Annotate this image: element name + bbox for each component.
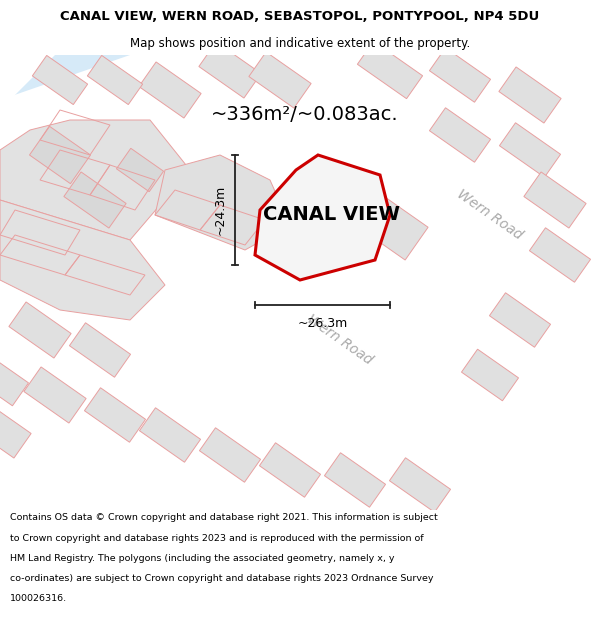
Text: CANAL VIEW: CANAL VIEW — [263, 206, 400, 224]
Polygon shape — [255, 155, 390, 280]
Polygon shape — [24, 367, 86, 423]
Polygon shape — [88, 56, 143, 104]
Polygon shape — [139, 62, 201, 118]
Text: CANAL VIEW, WERN ROAD, SEBASTOPOL, PONTYPOOL, NP4 5DU: CANAL VIEW, WERN ROAD, SEBASTOPOL, PONTY… — [61, 10, 539, 23]
Polygon shape — [524, 172, 586, 228]
Text: Contains OS data © Crown copyright and database right 2021. This information is : Contains OS data © Crown copyright and d… — [10, 514, 438, 522]
Text: Wern Road: Wern Road — [305, 312, 376, 368]
Text: HM Land Registry. The polygons (including the associated geometry, namely x, y: HM Land Registry. The polygons (includin… — [10, 554, 395, 563]
Polygon shape — [155, 155, 290, 250]
Polygon shape — [29, 126, 91, 184]
Text: ~24.3m: ~24.3m — [214, 185, 227, 235]
Polygon shape — [490, 292, 551, 348]
Text: ~336m²/~0.083ac.: ~336m²/~0.083ac. — [211, 106, 399, 124]
Polygon shape — [0, 55, 230, 180]
Polygon shape — [499, 67, 561, 123]
Polygon shape — [249, 52, 311, 108]
Polygon shape — [70, 322, 131, 378]
Polygon shape — [461, 349, 518, 401]
Text: to Crown copyright and database rights 2023 and is reproduced with the permissio: to Crown copyright and database rights 2… — [10, 534, 424, 542]
Polygon shape — [499, 122, 560, 177]
Polygon shape — [32, 56, 88, 104]
Polygon shape — [529, 228, 590, 282]
Polygon shape — [325, 452, 386, 508]
Polygon shape — [0, 354, 29, 406]
Polygon shape — [85, 388, 146, 442]
Polygon shape — [0, 200, 165, 320]
Polygon shape — [0, 120, 190, 240]
Polygon shape — [64, 172, 126, 228]
Text: Wern Road: Wern Road — [455, 188, 526, 242]
Polygon shape — [389, 458, 451, 512]
Polygon shape — [199, 428, 260, 483]
Text: co-ordinates) are subject to Crown copyright and database rights 2023 Ordnance S: co-ordinates) are subject to Crown copyr… — [10, 574, 434, 583]
Polygon shape — [352, 190, 428, 260]
Polygon shape — [358, 41, 422, 99]
Polygon shape — [199, 42, 261, 98]
Polygon shape — [0, 402, 31, 458]
Polygon shape — [116, 148, 164, 192]
Polygon shape — [139, 408, 200, 462]
Polygon shape — [0, 55, 600, 510]
Text: Map shows position and indicative extent of the property.: Map shows position and indicative extent… — [130, 38, 470, 51]
Text: 100026316.: 100026316. — [10, 594, 67, 603]
Polygon shape — [430, 48, 491, 102]
Polygon shape — [259, 442, 320, 498]
Polygon shape — [9, 302, 71, 358]
Polygon shape — [430, 107, 491, 162]
Text: ~26.3m: ~26.3m — [298, 317, 347, 330]
